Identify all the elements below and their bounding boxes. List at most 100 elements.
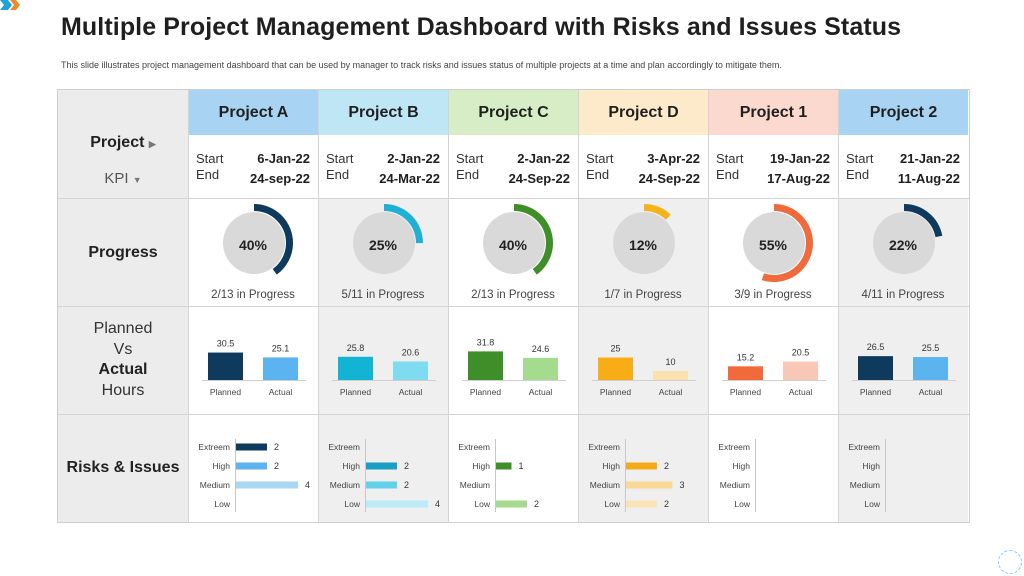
planned-bar xyxy=(468,351,503,380)
risk-level-label: Extreem xyxy=(328,442,360,452)
progress-cell: 12% 1/7 in Progress xyxy=(578,199,708,306)
risk-bar xyxy=(366,462,397,470)
risk-bar-chart: Extreem High 1 Medium Low 2 xyxy=(458,439,539,512)
page-subtitle: This slide illustrates project managemen… xyxy=(61,60,782,70)
hours-bar-chart: 26.5 Planned 25.5 Actual xyxy=(852,342,956,397)
progress-ring xyxy=(215,204,293,282)
risk-bar xyxy=(366,481,397,489)
kpi-row-label: KPI ▼ xyxy=(104,170,142,187)
end-label: End xyxy=(196,167,220,182)
start-date: 2-Jan-22 xyxy=(387,151,440,166)
progress-ring-arc xyxy=(345,204,423,282)
risk-level-label: High xyxy=(603,461,621,471)
risk-level-label: Low xyxy=(734,499,750,509)
progress-text: 4/11 in Progress xyxy=(861,289,945,301)
actual-bar-value: 24.6 xyxy=(532,344,550,354)
caret-right-icon: ▶ xyxy=(148,139,156,149)
project-header: Project C xyxy=(449,90,578,135)
planned-bar-axis-label: Planned xyxy=(600,387,631,397)
progress-ring-base xyxy=(483,212,545,274)
planned-label-line2: Vs xyxy=(113,341,133,358)
actual-bar xyxy=(783,361,818,380)
risk-level-label: Low xyxy=(474,499,490,509)
actual-bar-value: 20.5 xyxy=(792,348,810,358)
start-date: 19-Jan-22 xyxy=(770,151,830,166)
risk-bar xyxy=(626,462,657,470)
progress-ring-base xyxy=(223,212,285,274)
end-label: End xyxy=(456,167,480,182)
hours-bar-chart: 15.2 Planned 20.5 Actual xyxy=(722,348,826,397)
caret-down-icon: ▼ xyxy=(132,175,142,185)
planned-bar-value: 30.5 xyxy=(217,339,235,349)
progress-ring-arc xyxy=(865,204,943,282)
progress-cell: 40% 2/13 in Progress xyxy=(448,199,578,306)
progress-ring-arc xyxy=(605,204,683,282)
risk-level-label: Extreem xyxy=(848,442,880,452)
progress-ring xyxy=(865,204,943,282)
end-label: End xyxy=(846,167,870,182)
planned-label-line1: Planned xyxy=(93,320,153,337)
risk-chart: Extreem High 1 Medium Low 2 xyxy=(448,415,578,522)
progress-ring xyxy=(735,204,813,282)
risk-chart: Extreem 2 High 2 Medium 4 Low xyxy=(188,415,318,522)
risk-bar xyxy=(626,500,657,508)
risk-level-label: Medium xyxy=(330,480,360,490)
hours-chart: 25 Planned 10 Actual xyxy=(578,307,708,414)
risk-level-label: High xyxy=(473,461,491,471)
planned-bar-axis-label: Planned xyxy=(470,387,501,397)
corner-arrows-icon xyxy=(0,0,20,10)
start-date: 6-Jan-22 xyxy=(257,151,310,166)
risk-level-label: Extreem xyxy=(718,442,750,452)
project-header: Project 2 xyxy=(839,90,968,135)
actual-bar-axis-label: Actual xyxy=(789,387,813,397)
hours-chart: 31.8 Planned 24.6 Actual xyxy=(448,307,578,414)
progress-percent: 25% xyxy=(368,237,398,253)
risk-level-label: Medium xyxy=(460,480,490,490)
actual-bar-axis-label: Actual xyxy=(919,387,943,397)
risk-value: 2 xyxy=(664,499,669,509)
progress-text: 2/13 in Progress xyxy=(471,289,555,301)
progress-text: 1/7 in Progress xyxy=(604,289,682,301)
progress-ring-arc xyxy=(735,204,813,282)
end-date: 24-Sep-22 xyxy=(638,171,700,186)
hours-bar-chart: 30.5 Planned 25.1 Actual xyxy=(202,339,306,397)
end-label: End xyxy=(326,167,350,182)
planned-bar-axis-label: Planned xyxy=(730,387,761,397)
actual-bar-value: 10 xyxy=(665,357,675,367)
hours-chart: 15.2 Planned 20.5 Actual xyxy=(708,307,838,414)
page-title: Multiple Project Management Dashboard wi… xyxy=(61,13,902,41)
planned-label-line4: Hours xyxy=(101,382,145,399)
actual-bar-value: 25.1 xyxy=(272,343,290,353)
risk-chart: Extreem High Medium Low xyxy=(708,415,838,522)
risk-value: 2 xyxy=(534,499,539,509)
risk-bar-chart: Extreem High Medium Low xyxy=(718,439,756,512)
end-date: 11-Aug-22 xyxy=(897,171,960,186)
hours-chart: 25.8 Planned 20.6 Actual xyxy=(318,307,448,414)
hours-bar-chart: 25 Planned 10 Actual xyxy=(592,344,696,397)
risk-level-label: Low xyxy=(864,499,880,509)
risk-bar-chart: Extreem High 2 Medium 3 Low 2 xyxy=(588,439,685,512)
progress-ring-base xyxy=(613,212,675,274)
start-date: 3-Apr-22 xyxy=(647,151,700,166)
project-dates: Start End 3-Apr-22 24-Sep-22 xyxy=(578,135,708,198)
planned-bar-value: 25.8 xyxy=(347,343,365,353)
risk-value: 2 xyxy=(274,461,279,471)
risk-level-label: Extreem xyxy=(198,442,230,452)
risk-bar xyxy=(366,500,428,508)
risk-bar-chart: Extreem High Medium Low xyxy=(848,439,886,512)
progress-ring xyxy=(345,204,423,282)
planned-bar-value: 15.2 xyxy=(737,352,755,362)
risk-level-label: High xyxy=(213,461,231,471)
planned-bar-axis-label: Planned xyxy=(210,387,241,397)
progress-percent: 40% xyxy=(498,237,528,253)
project-header: Project 1 xyxy=(709,90,838,135)
progress-ring xyxy=(605,204,683,282)
planned-bar xyxy=(728,366,763,380)
project-dates: Start End 21-Jan-22 11-Aug-22 xyxy=(838,135,968,198)
project-dates: Start End 2-Jan-22 24-Mar-22 xyxy=(318,135,448,198)
progress-percent: 12% xyxy=(628,237,658,253)
risk-bar xyxy=(236,462,267,470)
progress-percent: 55% xyxy=(758,237,788,253)
hours-bar-chart: 25.8 Planned 20.6 Actual xyxy=(332,343,436,397)
project-dates: Start End 6-Jan-22 24-sep-22 xyxy=(188,135,318,198)
